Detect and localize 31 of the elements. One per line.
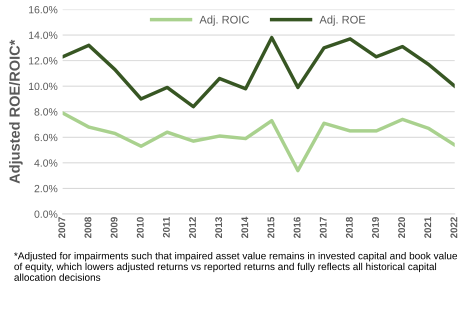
x-tick-label: 2007 bbox=[58, 217, 66, 238]
y-tick-label: 16.0% bbox=[29, 6, 58, 14]
x-tick-label: 2022 bbox=[450, 217, 458, 238]
y-axis-title: Adjusted ROE/ROIC* bbox=[9, 40, 23, 184]
x-tick-label: 2011 bbox=[162, 217, 170, 238]
x-tick-label: 2016 bbox=[294, 217, 300, 238]
y-tick-label: 10.0% bbox=[29, 82, 58, 90]
y-tick-label: 0.0% bbox=[34, 210, 58, 218]
line-series bbox=[62, 111, 455, 172]
x-tick-label: 2014 bbox=[241, 216, 248, 238]
y-tick-label: 8.0% bbox=[34, 108, 58, 116]
y-tick-label: 4.0% bbox=[34, 159, 58, 167]
x-tick-label: 2013 bbox=[215, 217, 222, 238]
x-tick-label: 2009 bbox=[110, 217, 118, 238]
y-tick-label: 2.0% bbox=[34, 184, 58, 192]
legend-label: Adj. ROE bbox=[319, 15, 366, 26]
x-tick-label: 2021 bbox=[424, 217, 432, 238]
x-tick-label: 2017 bbox=[320, 217, 327, 238]
x-tick-label: 2010 bbox=[136, 217, 144, 238]
legend-label: Adj. ROIC bbox=[199, 15, 249, 26]
y-tick-label: 12.0% bbox=[29, 57, 58, 65]
x-tick-label: 2008 bbox=[84, 217, 92, 238]
x-tick-label: 2012 bbox=[189, 217, 196, 238]
x-tick-label: 2018 bbox=[346, 217, 353, 238]
text: *Adjusted for impairments such that impaired asset value remains in invested capital and book value of equity, which lowers adjusted returns vs reported returns and fully reflects all historical capital allocation decisions bbox=[14, 252, 458, 281]
line-series bbox=[62, 36, 455, 108]
y-tick-label: 14.0% bbox=[29, 32, 58, 39]
x-tick-label: 2020 bbox=[398, 217, 406, 238]
x-tick-label: 2015 bbox=[267, 217, 274, 238]
y-tick-label: 6.0% bbox=[34, 134, 58, 142]
x-tick-label: 2019 bbox=[372, 217, 379, 238]
